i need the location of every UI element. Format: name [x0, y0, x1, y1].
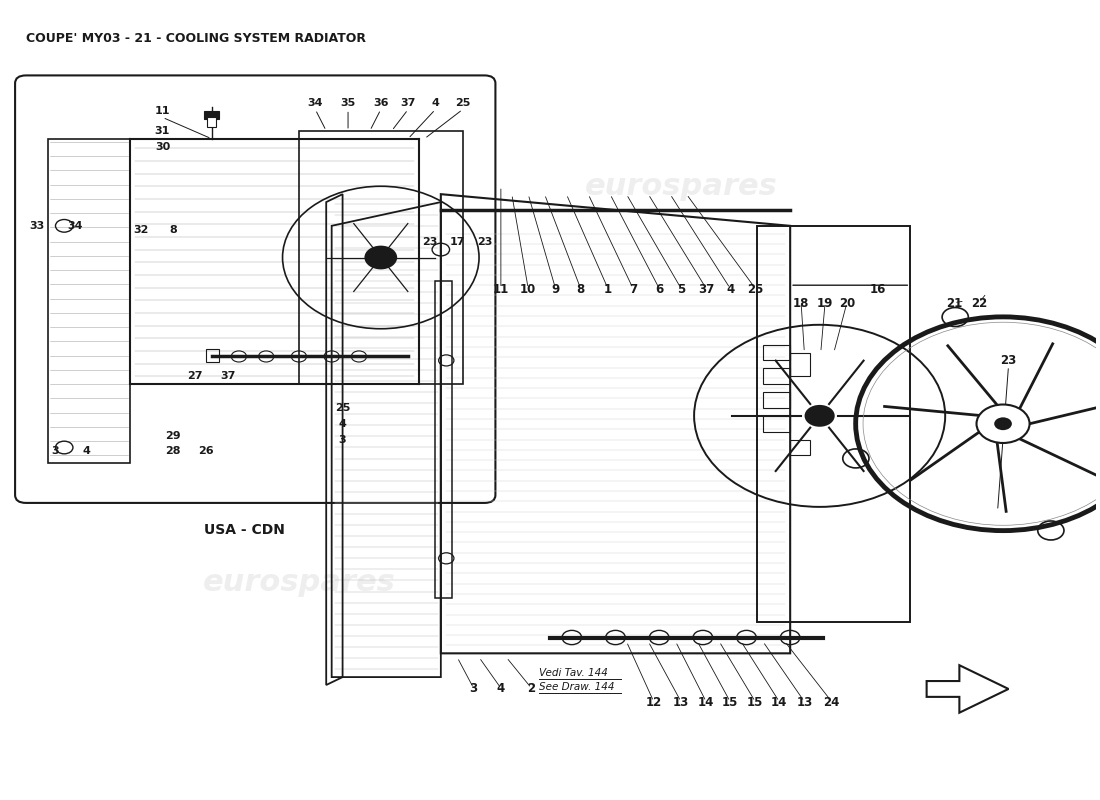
Text: 34: 34: [308, 98, 323, 108]
Text: 4: 4: [497, 682, 505, 695]
Text: 4: 4: [339, 418, 346, 429]
Bar: [204, 111, 219, 119]
Text: 7: 7: [629, 282, 637, 296]
Text: 23: 23: [476, 237, 492, 246]
Text: 4: 4: [431, 98, 439, 108]
Text: 23: 23: [422, 237, 438, 246]
Text: 3: 3: [470, 682, 477, 695]
Circle shape: [804, 405, 835, 426]
Text: 6: 6: [654, 282, 663, 296]
Text: 34: 34: [67, 221, 82, 231]
Text: 33: 33: [30, 221, 44, 231]
Text: 15: 15: [722, 696, 738, 709]
Circle shape: [364, 246, 397, 270]
Bar: [790, 353, 810, 376]
Text: 15: 15: [747, 696, 763, 709]
Bar: [763, 392, 790, 408]
Text: 4: 4: [82, 446, 90, 457]
Text: eurospares: eurospares: [584, 172, 778, 201]
Circle shape: [977, 405, 1030, 443]
Text: eurospares: eurospares: [191, 288, 297, 306]
Text: See Draw. 144: See Draw. 144: [539, 682, 615, 691]
Text: 19: 19: [817, 297, 834, 310]
Text: 28: 28: [166, 446, 182, 457]
Text: 35: 35: [340, 98, 355, 108]
Text: 3: 3: [52, 446, 59, 457]
Text: 16: 16: [869, 282, 886, 296]
Text: 13: 13: [796, 696, 813, 709]
Text: 3: 3: [339, 434, 346, 445]
Text: 37: 37: [698, 282, 714, 296]
Text: 8: 8: [576, 282, 585, 296]
Text: 13: 13: [673, 696, 689, 709]
Text: 14: 14: [697, 696, 714, 709]
Bar: [790, 439, 810, 455]
Text: 36: 36: [373, 98, 388, 108]
Text: Vedi Tav. 144: Vedi Tav. 144: [539, 668, 608, 678]
Text: 30: 30: [155, 142, 170, 152]
Text: 12: 12: [646, 696, 662, 709]
Text: 31: 31: [155, 126, 170, 136]
Polygon shape: [926, 666, 1009, 713]
Text: 25: 25: [455, 98, 471, 108]
Text: 11: 11: [493, 282, 509, 296]
Text: 29: 29: [166, 430, 182, 441]
Bar: [763, 345, 790, 361]
Text: 26: 26: [198, 446, 213, 457]
Text: USA - CDN: USA - CDN: [204, 522, 285, 537]
Bar: [763, 368, 790, 384]
Text: 37: 37: [220, 371, 235, 382]
Text: 32: 32: [133, 225, 148, 234]
Text: 20: 20: [839, 297, 855, 310]
Text: 22: 22: [971, 297, 987, 310]
Text: 21: 21: [946, 297, 962, 310]
Text: 17: 17: [450, 237, 465, 246]
Text: 14: 14: [771, 696, 788, 709]
Text: 9: 9: [551, 282, 560, 296]
Text: COUPE' MY03 - 21 - COOLING SYSTEM RADIATOR: COUPE' MY03 - 21 - COOLING SYSTEM RADIAT…: [26, 32, 366, 45]
Bar: [206, 350, 219, 362]
Text: 37: 37: [400, 98, 416, 108]
Text: 18: 18: [793, 297, 810, 310]
Text: 1: 1: [604, 282, 612, 296]
Text: 5: 5: [676, 282, 685, 296]
Text: 23: 23: [1000, 354, 1016, 367]
FancyBboxPatch shape: [15, 75, 495, 503]
Text: 11: 11: [155, 106, 170, 116]
Text: 8: 8: [169, 225, 177, 234]
Circle shape: [994, 418, 1012, 430]
Text: 24: 24: [824, 696, 839, 709]
Text: 4: 4: [726, 282, 734, 296]
Text: eurospares: eurospares: [202, 567, 395, 597]
Text: 25: 25: [747, 282, 763, 296]
Text: 27: 27: [187, 371, 204, 382]
Text: 10: 10: [520, 282, 537, 296]
Text: 2: 2: [527, 682, 536, 695]
Text: 25: 25: [334, 403, 350, 413]
Bar: [763, 416, 790, 432]
Bar: [207, 118, 216, 127]
